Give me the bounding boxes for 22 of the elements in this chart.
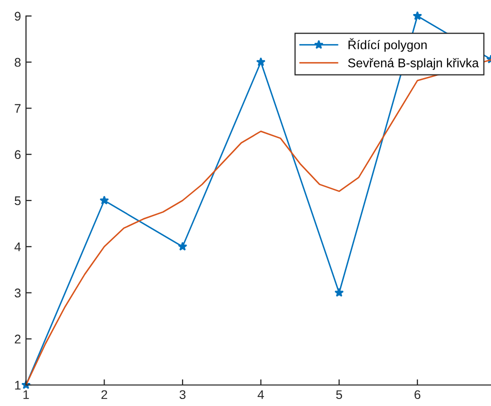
x-tick-label: 1: [23, 390, 29, 399]
point: [178, 242, 188, 251]
x-tick-label: 4: [258, 390, 264, 399]
point: [412, 11, 422, 20]
y-tick-label: 3: [14, 288, 21, 298]
point: [100, 196, 109, 205]
point: [334, 288, 344, 297]
x-tick-label: 2: [101, 390, 108, 399]
x-tick-label: 5: [336, 390, 342, 400]
legend-label: Sevřená B-splajn křivka: [348, 58, 479, 70]
legend-label: Řídící polygon: [348, 38, 427, 52]
y-tick-label: 7: [14, 104, 21, 113]
y-tick-label: 8: [14, 58, 21, 67]
y-tick-label: 2: [14, 334, 21, 344]
y-tick-label: 9: [14, 12, 21, 21]
x-tick-label: 6: [414, 390, 420, 400]
x-tick-label: 3: [180, 390, 186, 400]
point: [256, 57, 266, 66]
y-tick-label: 5: [14, 196, 21, 206]
y-tick-label: 4: [14, 242, 21, 252]
y-tick-label: 1: [15, 380, 21, 390]
y-tick-label: 6: [14, 150, 21, 160]
